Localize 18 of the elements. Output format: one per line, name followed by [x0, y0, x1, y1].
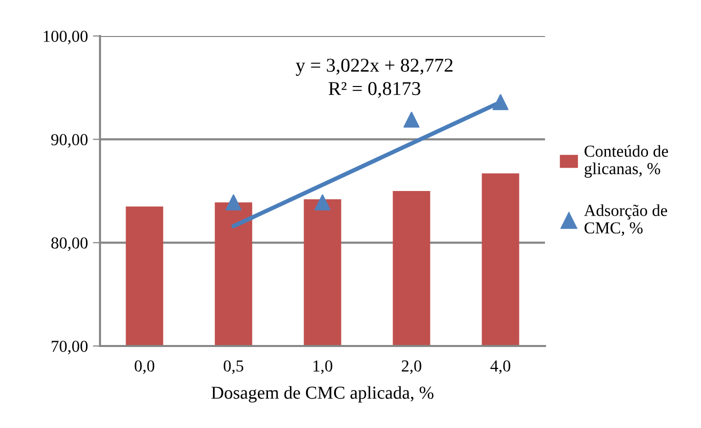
- legend-label: Conteúdo de glicanas, %: [584, 145, 668, 178]
- x-tick-label: 2,0: [402, 360, 422, 374]
- point: [226, 194, 242, 210]
- x-tick-label: 1,0: [314, 360, 332, 374]
- point: [314, 194, 330, 210]
- legend-label: Adsorção de CMC, %: [584, 204, 668, 236]
- y-tick-label: 80,00: [51, 237, 88, 252]
- x-axis-title: Dosagem de CMC aplicada, %: [211, 386, 434, 403]
- point: [492, 94, 508, 110]
- x-tick-label: 4,0: [490, 360, 510, 374]
- annotation: R² = 0,8173: [328, 82, 420, 98]
- x-tick-label: 0,5: [224, 360, 244, 374]
- y-tick-label: 100,00: [44, 30, 88, 44]
- point: [404, 112, 420, 128]
- y-tick-label: 70,00: [52, 340, 88, 354]
- y-tick-label: 90,00: [51, 134, 88, 148]
- x-tick-label: 0,0: [134, 360, 154, 374]
- annotation: y = 3,022x + 82,772: [296, 58, 453, 76]
